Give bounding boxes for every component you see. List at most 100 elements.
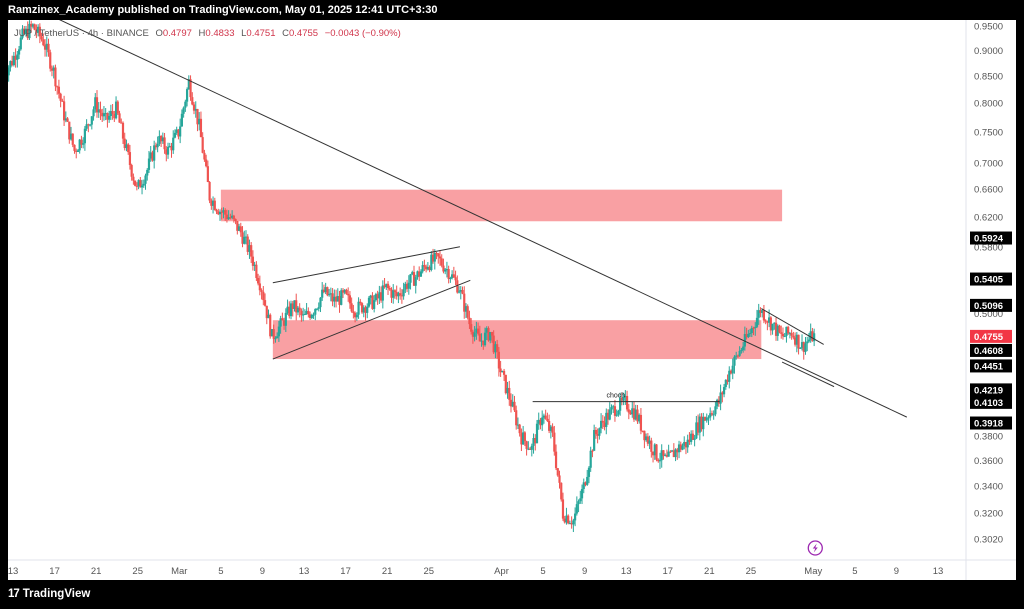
candle-up [738,350,741,356]
price-tick-label: 0.5800 [974,242,1003,253]
trendline [761,308,824,345]
candle-up [568,523,572,525]
candle-down [591,450,594,452]
time-tick-label: 17 [662,566,673,577]
candle-up [156,143,159,148]
candle-down [250,245,253,257]
candle-down [400,295,403,297]
candle-down [54,67,57,87]
candle-up [516,424,520,426]
candle-down [87,124,90,126]
candle-down [525,441,528,449]
time-tick-label: 13 [8,566,18,577]
candle-down [56,86,59,88]
candle-up [82,143,85,145]
candle-up [645,436,648,441]
tradingview-logo[interactable]: 17 TradingView [8,588,90,600]
candle-up [28,23,31,39]
candle-down [625,395,629,410]
candle-down [23,28,26,34]
candle-down [639,414,643,431]
candle-up [728,370,731,382]
candle-up [168,145,171,147]
price-tick-label: 0.9000 [974,46,1003,57]
candle-down [721,392,724,395]
candle-down [225,214,229,220]
price-tag-box [970,395,1012,409]
candle-down [729,370,733,374]
candle-up [8,67,10,76]
candle-up [37,26,40,33]
price-tag-label: 0.4451 [974,361,1004,372]
candle-up [184,101,187,108]
candle-up [414,277,417,286]
candle-up [586,476,589,485]
price-tick-label: 0.3020 [974,535,1003,546]
price-chart[interactable]: choch 0.9500 0.9000 0.8500 0.8000 0.7500 0.700… [8,20,1016,580]
candle-down [106,113,109,120]
candle-down [99,109,102,113]
candle-down [291,303,294,309]
candle-up [617,410,620,415]
lightning-icon[interactable] [807,540,823,556]
candle-down [435,252,438,254]
candle-up [142,183,145,186]
candle-down [561,499,565,519]
candle-down [752,327,755,329]
candle-up [742,346,745,350]
candle-down [118,113,121,123]
candle-down [229,217,232,219]
time-tick-label: 25 [132,566,143,577]
price-tick-label: 0.9500 [974,22,1003,33]
candle-down [170,145,173,151]
candle-up [333,296,336,302]
chart-frame[interactable]: choch 0.9500 0.9000 0.8500 0.8000 0.7500 0.700… [8,20,1016,580]
candle-down [641,430,644,432]
supply-demand-zone [272,320,762,360]
trendline [59,20,908,418]
time-tick-label: 25 [746,566,757,577]
candle-down [116,101,119,114]
candle-up [90,116,93,125]
candle-up [369,295,372,298]
candle-down [454,277,457,281]
price-tag-box [970,231,1012,245]
candle-down [726,379,729,382]
candle-up [187,79,190,90]
candle-up [284,312,287,326]
candle-up [707,417,710,419]
candle-up [321,289,324,298]
candle-down [338,296,341,305]
change-value: −0.0043 (−0.90%) [324,28,401,39]
candle-up [660,450,663,461]
candle-down [59,93,62,101]
open-key: O [155,28,163,39]
candle-down [781,333,785,337]
candle-down [676,449,679,453]
candle-down [236,220,239,231]
candle-down [26,28,29,39]
candle-down [528,448,532,450]
candle-up [88,124,92,126]
candle-down [308,314,312,318]
candle-up [658,460,662,462]
candle-up [314,309,317,315]
candle-up [743,334,746,347]
candle-up [419,271,423,277]
candle-down [196,108,199,125]
candle-up [92,109,95,117]
candle-up [161,137,164,142]
candle-up [94,97,97,110]
candle-up [693,438,696,440]
candle-down [177,129,180,137]
candle-up [674,449,677,458]
candle-down [192,104,196,111]
candle-down [73,144,76,151]
candle-up [671,450,674,452]
candle-down [47,43,50,53]
candle-down [263,300,267,306]
candle-up [748,333,752,335]
candle-up [378,292,381,299]
candle-down [189,79,192,98]
candle-down [563,518,566,523]
